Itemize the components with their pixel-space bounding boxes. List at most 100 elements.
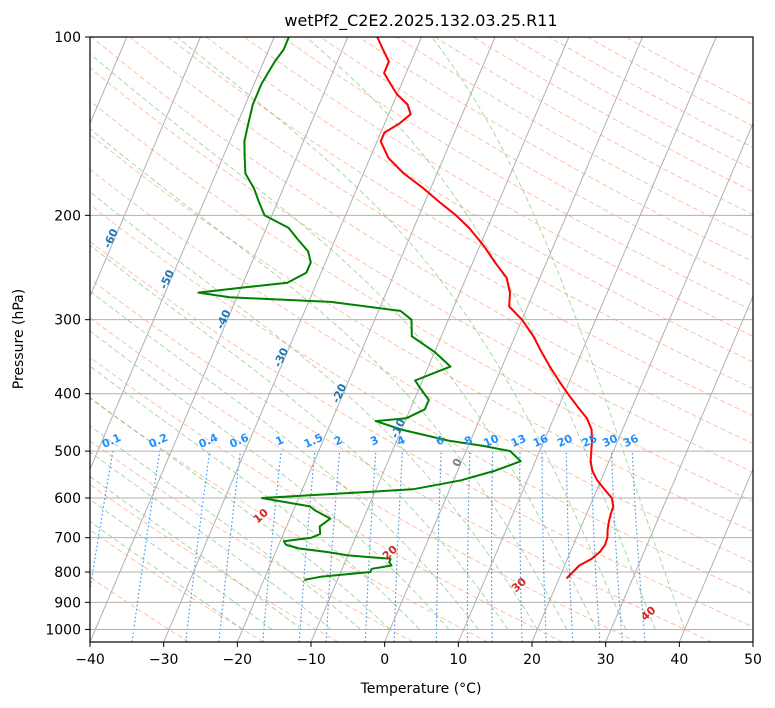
isotherm-line — [752, 640, 753, 642]
dry-adiabat — [472, 37, 753, 193]
isotherm-line — [605, 295, 753, 642]
mixing-ratio-label: 2 — [332, 433, 344, 448]
mixing-ratio-line — [298, 451, 316, 642]
mixing-ratio-line — [364, 451, 377, 642]
moist-adiabat — [90, 330, 450, 630]
x-tick-label: 0 — [380, 652, 389, 668]
mixing-ratio-label: 25 — [580, 432, 599, 450]
moist-adiabat — [176, 37, 627, 630]
dry-adiabat — [90, 317, 638, 642]
mixing-ratio-label: 0.6 — [228, 431, 251, 451]
mixing-ratio-label: 1.5 — [302, 431, 325, 451]
moist-adiabat — [90, 191, 538, 630]
x-tick-label: −10 — [296, 652, 326, 668]
x-tick-label: −30 — [149, 652, 179, 668]
mixing-ratio-line — [185, 451, 211, 642]
mixing-ratio-label: 10 — [482, 432, 502, 450]
y-axis-label: Pressure (hPa) — [11, 289, 27, 389]
isotherm-line — [163, 37, 422, 642]
x-axis: −40 −30 −20 −10 0 10 20 30 40 50 — [75, 642, 762, 668]
y-tick-label: 800 — [54, 565, 81, 581]
mixing-ratio-line — [466, 451, 471, 642]
isotherm-line — [90, 37, 349, 642]
dry-adiabat — [243, 37, 753, 337]
isotherm-line — [236, 37, 496, 642]
isotherm-line — [384, 37, 643, 642]
y-axis: 100 200 300 400 500 600 700 800 900 1000 — [45, 30, 90, 638]
moist-adiabat — [90, 425, 361, 630]
dry-adiabat — [205, 37, 753, 363]
dry-adiabat — [90, 576, 190, 642]
mixing-ratio-line — [218, 451, 242, 642]
dry-adiabat — [90, 240, 753, 628]
mixing-ratio-line — [490, 451, 494, 642]
mixing-ratio-line — [262, 451, 282, 642]
mixing-ratio-line — [631, 451, 646, 642]
dry-adiabat — [587, 37, 753, 127]
theta-label: 40 — [638, 603, 658, 623]
grid-lines — [90, 37, 753, 642]
mixing-ratio-label: 6 — [434, 433, 447, 448]
moist-adiabat — [90, 53, 597, 630]
dry-adiabat — [129, 37, 753, 417]
series-lines — [197, 37, 615, 581]
moist-adiabat — [431, 37, 686, 630]
temperature-line — [376, 37, 615, 580]
y-tick-label: 1000 — [45, 622, 81, 638]
y-tick-label: 300 — [54, 313, 81, 329]
mixing-ratio-label: 30 — [600, 432, 620, 450]
mixing-ratio-line — [590, 451, 601, 642]
isotherm-line — [310, 37, 570, 642]
moist-adiabat — [90, 128, 568, 630]
x-tick-label: 10 — [449, 652, 467, 668]
dry-adiabat — [90, 100, 753, 503]
dry-adiabat — [510, 37, 753, 170]
mixing-ratio-line — [90, 451, 114, 594]
moist-adiabat — [90, 244, 509, 630]
theta-label: 10 — [251, 506, 271, 526]
isotherm-line — [457, 37, 717, 642]
moist-adiabat — [90, 365, 420, 630]
mixing-ratio-label: 1 — [274, 433, 286, 448]
isotherm-label: -80 — [0, 137, 12, 161]
moist-adiabat — [90, 498, 273, 630]
dry-adiabat — [549, 37, 753, 148]
dry-adiabat — [167, 37, 753, 390]
mixing-ratio-line — [565, 451, 574, 642]
mixing-ratio-label: 0.1 — [100, 431, 123, 451]
isotherm-line — [531, 122, 753, 642]
dry-adiabat — [90, 134, 753, 533]
mixing-ratio-line — [435, 451, 442, 642]
dry-adiabat — [90, 529, 264, 642]
dry-adiabat — [434, 37, 753, 216]
dry-adiabat — [90, 204, 753, 595]
dry-adiabat — [90, 278, 712, 642]
mixing-ratio-label: 3 — [368, 433, 380, 448]
moist-adiabat — [90, 451, 332, 630]
mixing-ratio-label: 16 — [531, 432, 551, 450]
x-tick-label: 20 — [523, 652, 541, 668]
x-axis-label: Temperature (°C) — [360, 681, 482, 697]
mixing-ratio-label: 13 — [509, 432, 528, 450]
mixing-ratio-line — [610, 451, 623, 642]
moist-adiabat — [90, 520, 243, 630]
moist-adiabat — [305, 37, 656, 630]
y-tick-label: 100 — [54, 30, 81, 46]
chart-title: wetPf2_C2E2.2025.132.03.25.R11 — [284, 11, 557, 31]
y-tick-label: 600 — [54, 491, 81, 507]
isotherm-line — [90, 37, 275, 471]
dewpoint-line — [197, 37, 522, 581]
isotherm-line — [678, 467, 753, 642]
x-tick-label: 30 — [597, 652, 615, 668]
moist-adiabat — [90, 475, 302, 630]
plot-frame — [89, 36, 754, 643]
mixing-ratio-label: 0.4 — [197, 431, 220, 451]
mixing-ratio-label: 36 — [621, 432, 641, 450]
x-tick-label: −20 — [223, 652, 253, 668]
dry-adiabat — [358, 37, 753, 263]
isotherm-label: -70 — [46, 182, 66, 206]
dry-adiabat — [90, 397, 488, 642]
dry-adiabat — [282, 37, 753, 312]
x-tick-label: 50 — [744, 652, 762, 668]
theta-label: 30 — [509, 575, 529, 595]
